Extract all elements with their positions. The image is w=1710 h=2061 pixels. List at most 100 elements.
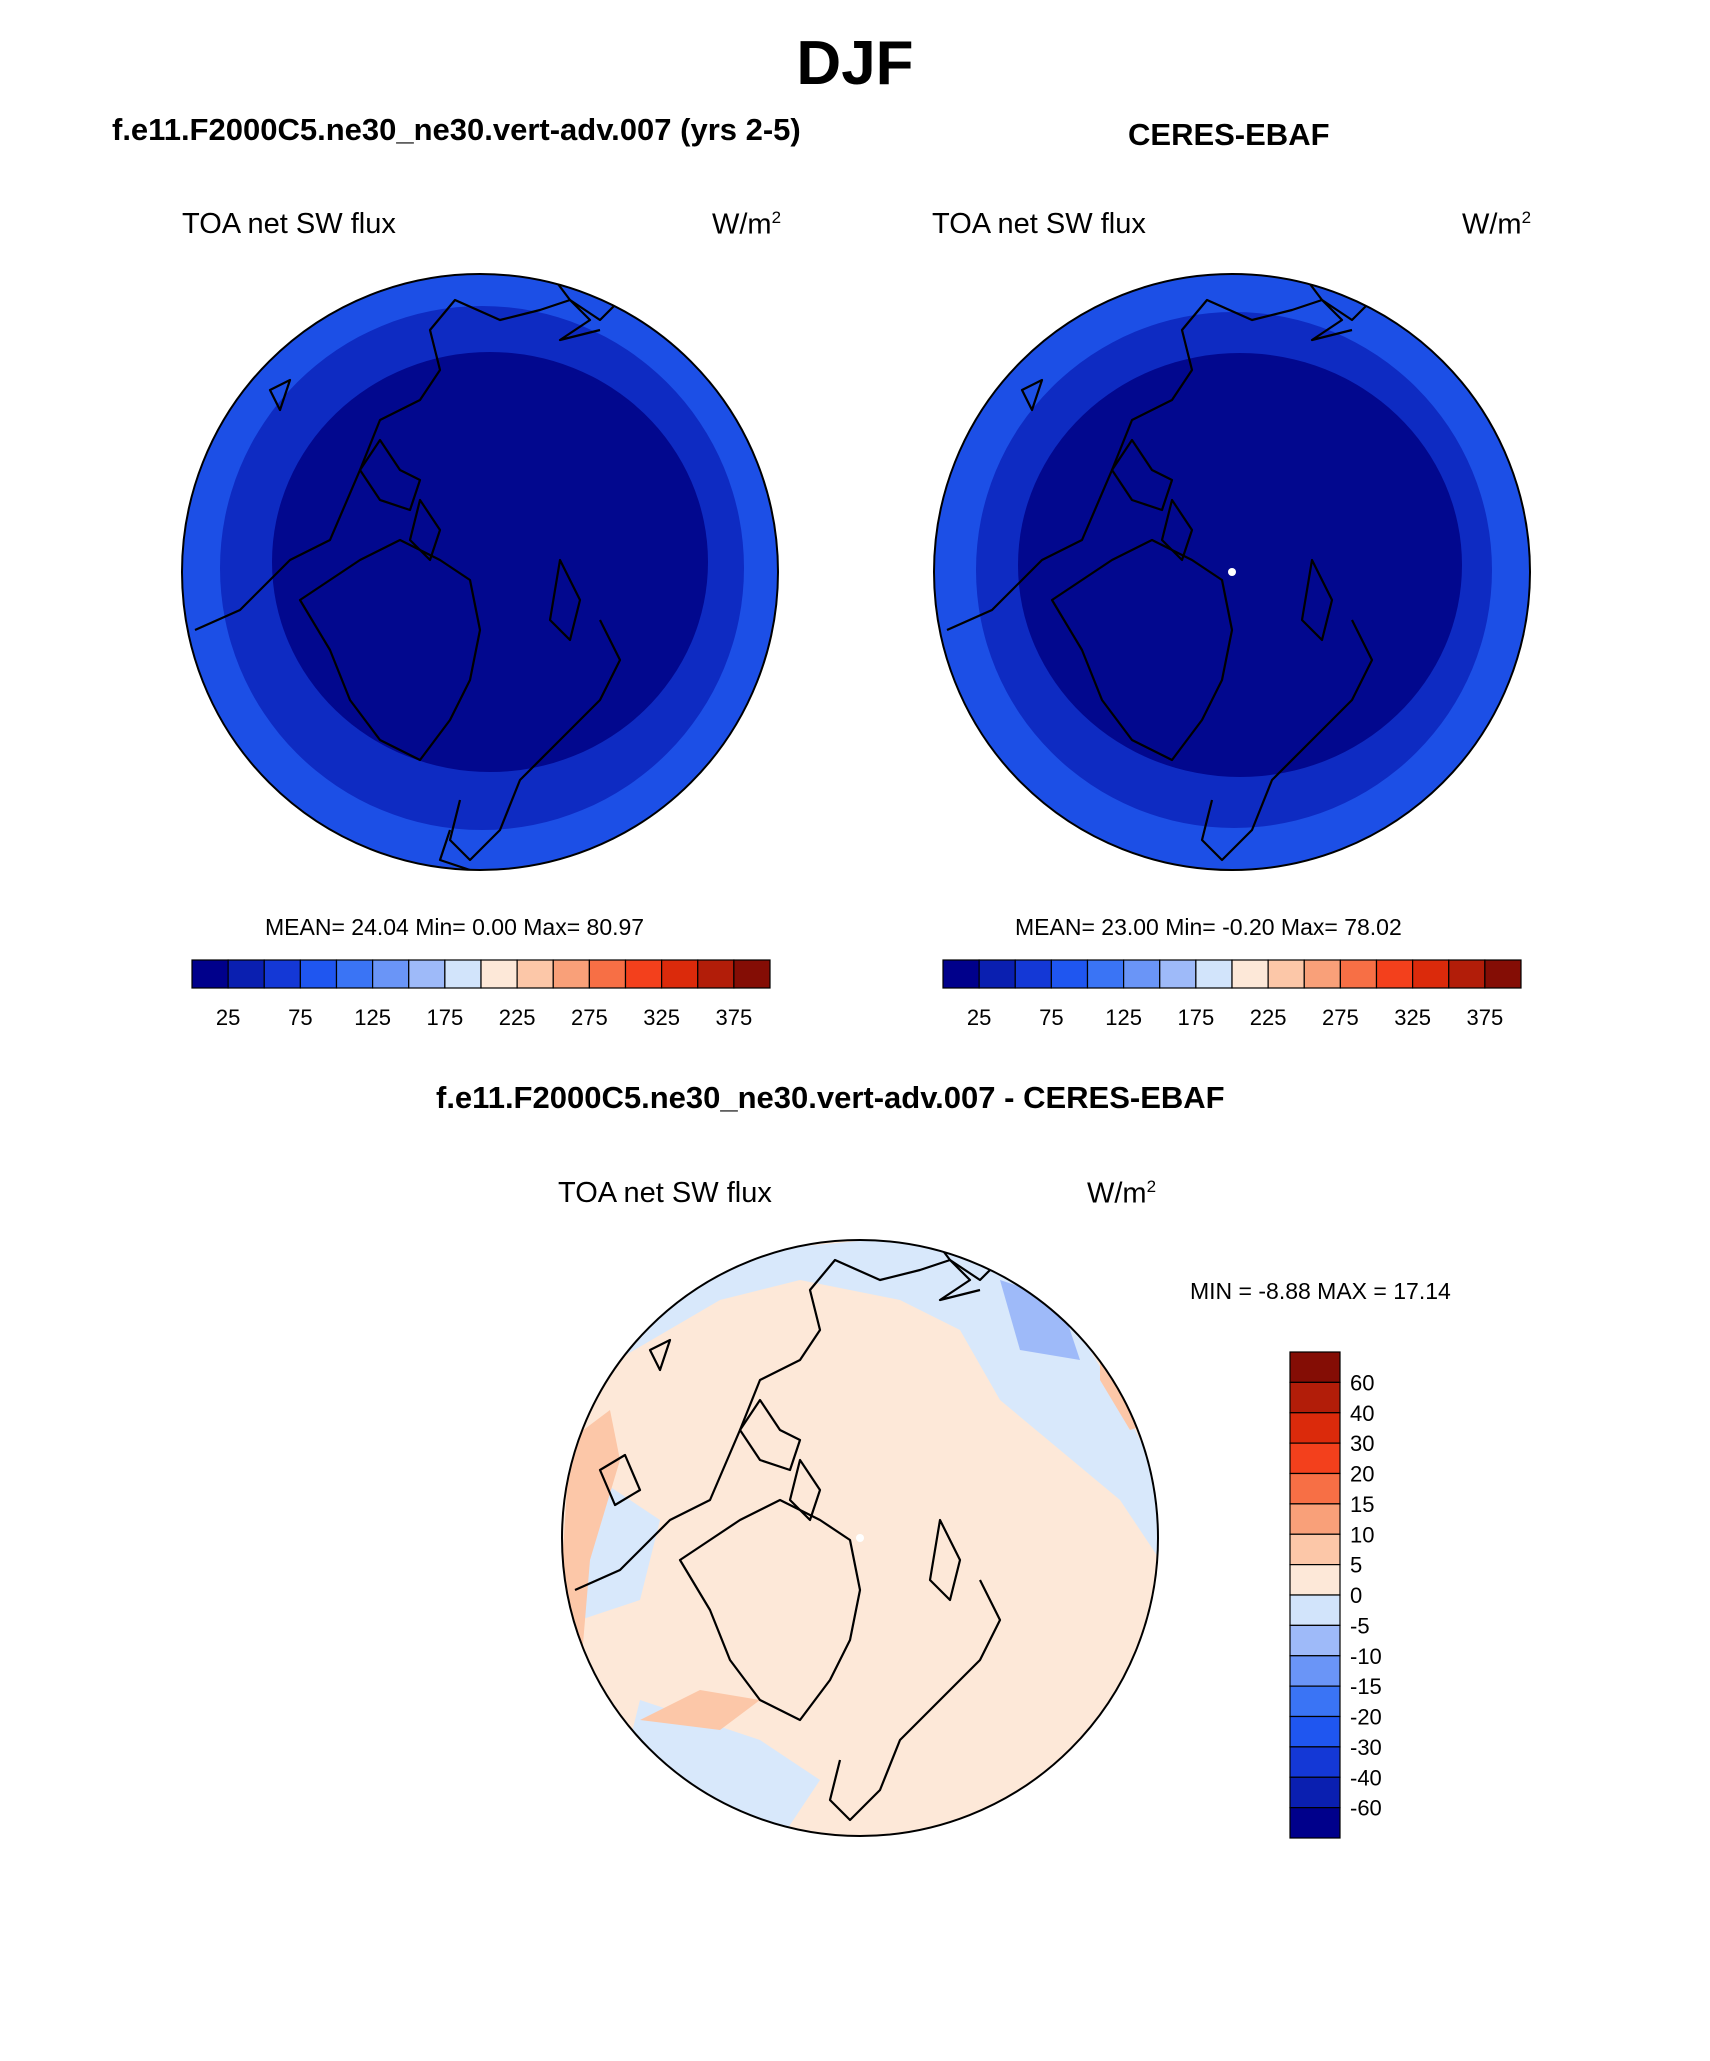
colorbar-tick-label: -30 bbox=[1350, 1735, 1382, 1760]
colorbar-swatch bbox=[1289, 1776, 1341, 1809]
panel-stats-model: MEAN= 24.04 Min= 0.00 Max= 80.97 bbox=[265, 914, 645, 940]
colorbar-tick-label: 275 bbox=[571, 1005, 608, 1030]
colorbar-swatch bbox=[1289, 1442, 1341, 1475]
colorbar-tick-label: 225 bbox=[499, 1005, 536, 1030]
colorbar-swatch bbox=[372, 959, 410, 989]
colorbar-tick-label: 15 bbox=[1350, 1492, 1374, 1517]
panel-title-diff: f.e11.F2000C5.ne30_ne30.vert-adv.007 - C… bbox=[436, 1080, 1225, 1115]
panel-variable-model: TOA net SW flux bbox=[182, 208, 396, 240]
colorbar-tick-label: 5 bbox=[1350, 1553, 1362, 1578]
panel-stats-diff: MIN = -8.88 MAX = 17.14 bbox=[1190, 1278, 1451, 1304]
colorbar-swatch bbox=[263, 959, 301, 989]
colorbar-tick-label: 10 bbox=[1350, 1522, 1374, 1547]
colorbar-swatch bbox=[516, 959, 554, 989]
colorbar-swatch bbox=[552, 959, 590, 989]
colorbar-tick-label: 25 bbox=[967, 1005, 991, 1030]
colorbar-swatch bbox=[1159, 959, 1197, 989]
polar-map-model bbox=[181, 273, 779, 871]
colorbar-tick-label: 275 bbox=[1322, 1005, 1359, 1030]
panel-title-obs: CERES-EBAF bbox=[1128, 117, 1330, 152]
colorbar-swatch bbox=[1014, 959, 1052, 989]
colorbar-tick-label: 40 bbox=[1350, 1401, 1374, 1426]
colorbar-tick-label: 325 bbox=[1394, 1005, 1431, 1030]
colorbar-swatch bbox=[1289, 1624, 1341, 1657]
colorbar-tick-label: -40 bbox=[1350, 1765, 1382, 1790]
colorbar-swatch bbox=[978, 959, 1016, 989]
colorbar-tick-label: -20 bbox=[1350, 1705, 1382, 1730]
map-field-region bbox=[272, 352, 708, 772]
colorbar-swatch bbox=[661, 959, 699, 989]
colorbar-swatch bbox=[1289, 1807, 1341, 1839]
panel-stats-obs: MEAN= 23.00 Min= -0.20 Max= 78.02 bbox=[1015, 914, 1402, 940]
colorbar-tick-label: 30 bbox=[1350, 1431, 1374, 1456]
pole-marker-diff bbox=[856, 1534, 864, 1542]
colorbar-diff: 60 40 30 20 15 10 5 0 -5 -10 -15 -20 -30 -40 -60 bbox=[1289, 1351, 1382, 1839]
colorbar-swatch bbox=[942, 959, 980, 989]
polar-map-obs bbox=[933, 273, 1531, 871]
colorbar-swatch bbox=[1289, 1655, 1341, 1687]
colorbar-swatch bbox=[1289, 1472, 1341, 1505]
colorbar-tick-label: -10 bbox=[1350, 1644, 1382, 1669]
panel-units-obs: W/m2 bbox=[1462, 208, 1532, 241]
panel-title-model: f.e11.F2000C5.ne30_ne30.vert-adv.007 (yr… bbox=[112, 112, 801, 147]
colorbar-swatch bbox=[227, 959, 265, 989]
panel-variable-diff: TOA net SW flux bbox=[558, 1177, 772, 1209]
colorbar-swatch bbox=[480, 959, 518, 989]
colorbar-tick-label: -5 bbox=[1350, 1613, 1370, 1638]
colorbar-swatch bbox=[444, 959, 482, 989]
colorbar-swatch bbox=[1289, 1503, 1341, 1535]
colorbar-tick-label: 25 bbox=[216, 1005, 240, 1030]
colorbar-model: 25 75 125 175 225 275 325 375 bbox=[191, 959, 771, 1030]
panel-units-model: W/m2 bbox=[712, 208, 782, 241]
colorbar-tick-label: 60 bbox=[1350, 1370, 1374, 1395]
colorbar-obs: 25 75 125 175 225 275 325 375 bbox=[942, 959, 1522, 1030]
colorbar-tick-label: 175 bbox=[1178, 1005, 1215, 1030]
colorbar-tick-label: 325 bbox=[643, 1005, 680, 1030]
colorbar-swatch bbox=[1123, 959, 1161, 989]
colorbar-tick-label: 375 bbox=[1467, 1005, 1504, 1030]
colorbar-tick-label: 75 bbox=[288, 1005, 312, 1030]
colorbar-swatch bbox=[1267, 959, 1305, 989]
colorbar-swatch bbox=[1375, 959, 1414, 989]
colorbar-tick-label: 175 bbox=[427, 1005, 464, 1030]
colorbar-swatch bbox=[1412, 959, 1450, 989]
colorbar-swatch bbox=[624, 959, 663, 989]
colorbar-swatch bbox=[1289, 1533, 1341, 1566]
colorbar-swatch bbox=[1339, 959, 1378, 989]
colorbar-swatch bbox=[408, 959, 446, 989]
colorbar-swatch bbox=[1289, 1564, 1341, 1596]
map-field-region bbox=[640, 1690, 760, 1730]
colorbar-swatch bbox=[191, 959, 229, 989]
polar-map-diff bbox=[561, 1239, 1159, 1837]
map-field-region bbox=[1018, 353, 1462, 777]
colorbar-tick-label: 125 bbox=[354, 1005, 391, 1030]
colorbar-tick-label: 225 bbox=[1250, 1005, 1287, 1030]
colorbar-swatch bbox=[1289, 1685, 1341, 1718]
colorbar-swatch bbox=[1195, 959, 1233, 989]
season-title: DJF bbox=[796, 29, 914, 98]
colorbar-swatch bbox=[1289, 1594, 1341, 1626]
colorbar-tick-label: 125 bbox=[1105, 1005, 1142, 1030]
pole-marker bbox=[1228, 568, 1236, 576]
colorbar-swatch bbox=[733, 959, 771, 989]
colorbar-tick-label: 0 bbox=[1350, 1583, 1362, 1608]
colorbar-tick-label: 75 bbox=[1039, 1005, 1063, 1030]
colorbar-swatch bbox=[1289, 1351, 1341, 1383]
colorbar-tick-label: -60 bbox=[1350, 1796, 1382, 1821]
colorbar-swatch bbox=[1231, 959, 1269, 989]
colorbar-tick-label: -15 bbox=[1350, 1674, 1382, 1699]
colorbar-swatch bbox=[1289, 1381, 1341, 1414]
colorbar-swatch bbox=[299, 959, 338, 989]
colorbar-tick-label: 20 bbox=[1350, 1462, 1374, 1487]
colorbar-swatch bbox=[1050, 959, 1089, 989]
panel-units-diff: W/m2 bbox=[1087, 1177, 1157, 1210]
colorbar-swatch bbox=[1303, 959, 1341, 989]
colorbar-swatch bbox=[1086, 959, 1125, 989]
panel-variable-obs: TOA net SW flux bbox=[932, 208, 1146, 240]
colorbar-swatch bbox=[1289, 1746, 1341, 1778]
colorbar-swatch bbox=[1289, 1412, 1341, 1444]
colorbar-swatch bbox=[1289, 1715, 1341, 1748]
colorbar-swatch bbox=[335, 959, 374, 989]
colorbar-swatch bbox=[697, 959, 735, 989]
